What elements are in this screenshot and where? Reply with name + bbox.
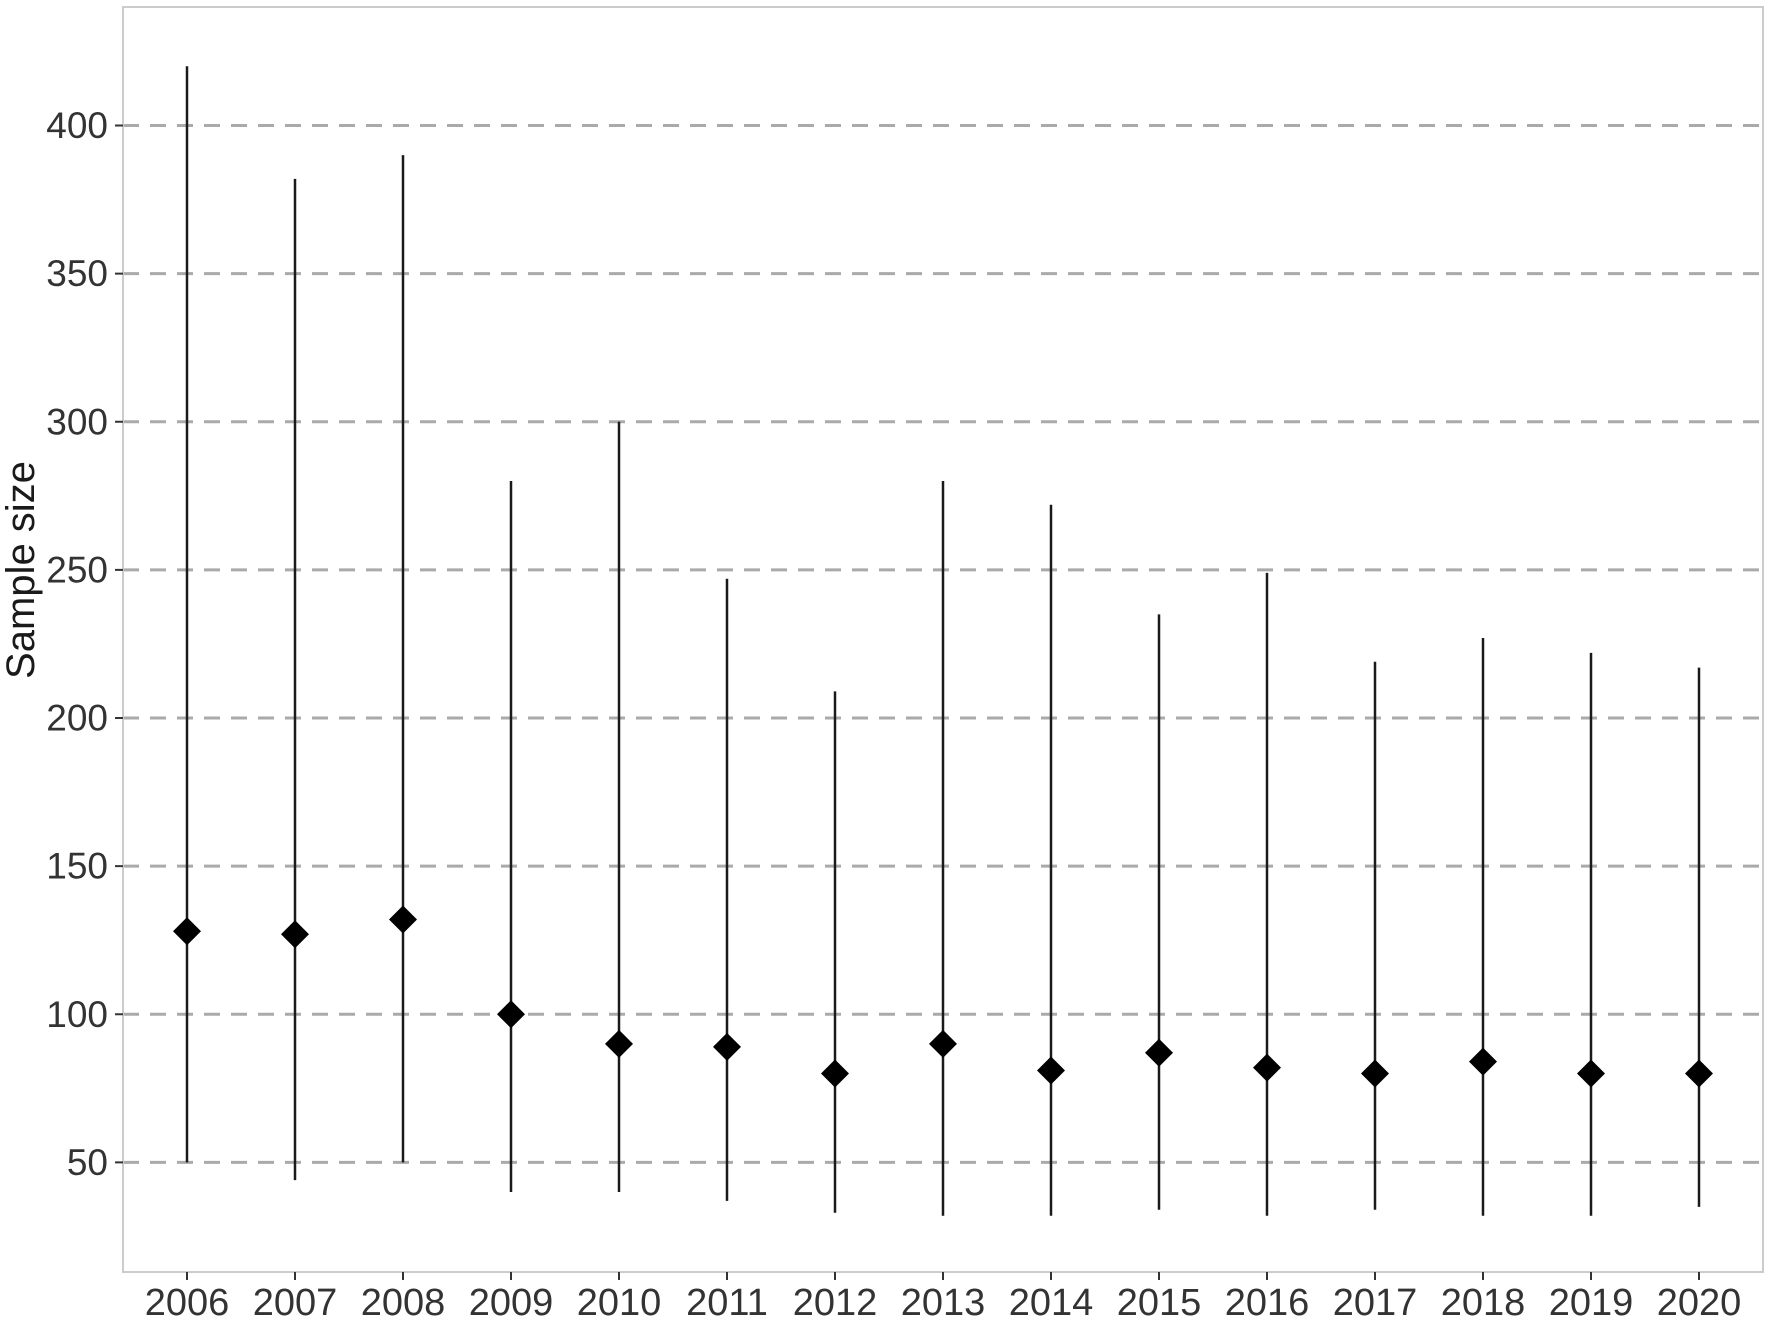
x-tick-label: 2011 [686, 1282, 768, 1324]
x-tick-label: 2006 [145, 1282, 230, 1324]
x-tick-label: 2008 [361, 1282, 446, 1324]
y-tick-label: 250 [46, 549, 108, 590]
y-tick-label: 300 [46, 401, 108, 442]
x-tick-label: 2015 [1117, 1282, 1202, 1324]
x-tick-label: 2013 [901, 1282, 986, 1324]
x-tick-label: 2019 [1549, 1282, 1634, 1324]
median-diamond [1253, 1053, 1281, 1082]
y-tick-label: 150 [46, 846, 108, 887]
median-diamond [1145, 1038, 1173, 1067]
x-tick-label: 2020 [1657, 1282, 1742, 1324]
median-diamond [1037, 1056, 1065, 1085]
median-diamond [1469, 1047, 1497, 1076]
median-diamond [497, 1000, 525, 1029]
x-tick-label: 2009 [469, 1282, 554, 1324]
x-tick-label: 2017 [1333, 1282, 1418, 1324]
median-diamond [389, 905, 417, 934]
x-tick-label: 2014 [1009, 1282, 1094, 1324]
median-diamond [1685, 1059, 1713, 1088]
y-axis-title: Sample size [0, 461, 43, 679]
median-diamond [1577, 1059, 1605, 1088]
x-tick-label: 2018 [1441, 1282, 1526, 1324]
axis-layer: 50 100 150 200 250 300 350 400 2006 2007 2008 2009 2… [46, 105, 1741, 1324]
y-tick-label: 100 [46, 994, 108, 1035]
y-tick-label: 400 [46, 105, 108, 146]
y-tick-label: 50 [67, 1142, 108, 1183]
median-diamond [713, 1032, 741, 1061]
median-diamond [929, 1029, 957, 1058]
median-diamond [821, 1059, 849, 1088]
y-tick-label: 350 [46, 253, 108, 294]
x-tick-label: 2012 [793, 1282, 878, 1324]
median-diamond [281, 920, 309, 949]
x-tick-label: 2007 [253, 1282, 338, 1324]
median-diamond [173, 917, 201, 946]
median-diamond [1361, 1059, 1389, 1088]
y-tick-label: 200 [46, 698, 108, 739]
median-diamond [605, 1029, 633, 1058]
x-tick-label: 2010 [577, 1282, 662, 1324]
x-tick-label: 2016 [1225, 1282, 1310, 1324]
data-series-layer [173, 66, 1713, 1216]
